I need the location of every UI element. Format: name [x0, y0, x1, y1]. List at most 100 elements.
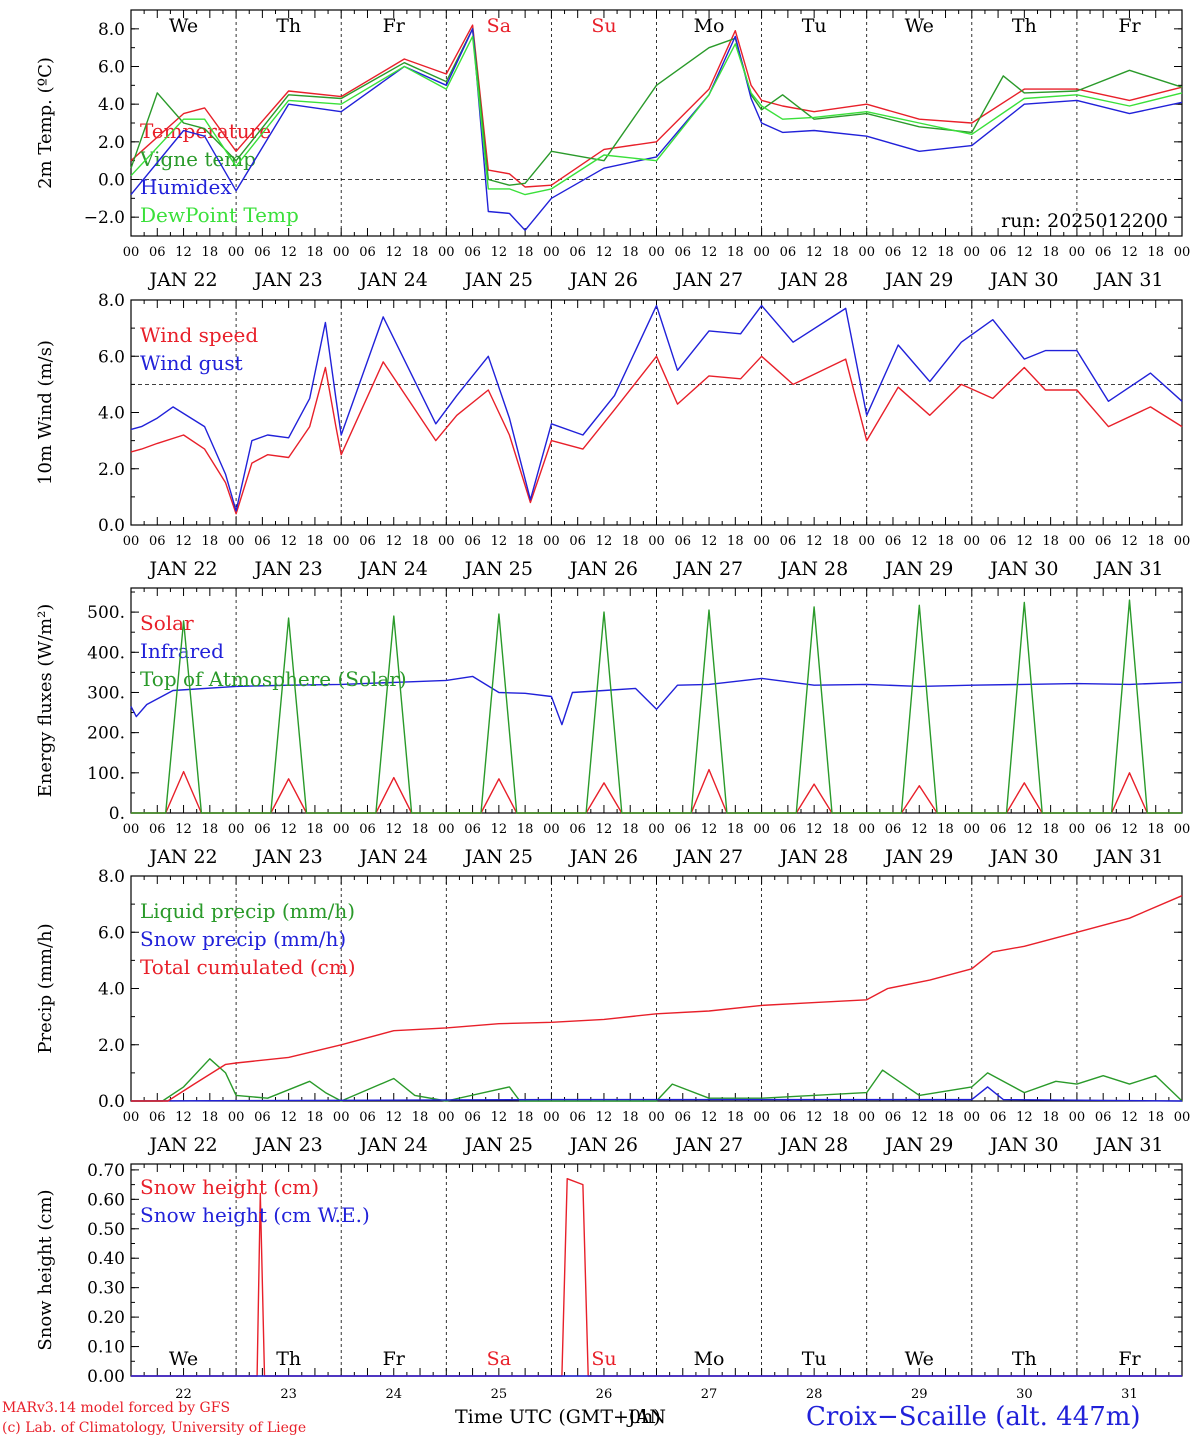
hour-label: 00 [123, 822, 140, 837]
hour-label: 12 [1016, 1110, 1033, 1125]
hour-label: 06 [885, 534, 902, 549]
series-line [130, 304, 1183, 512]
hour-label: 06 [464, 1110, 481, 1125]
hour-label: 00 [1069, 534, 1086, 549]
date-label: JAN 26 [568, 846, 638, 868]
weekday-label: Th [276, 15, 301, 37]
hour-label: 00 [438, 1110, 455, 1125]
hour-label: 06 [149, 1110, 166, 1125]
date-label: JAN 23 [253, 558, 323, 580]
date-label: JAN 24 [358, 558, 428, 580]
hour-label: 18 [727, 822, 744, 837]
date-label: JAN 24 [358, 1134, 428, 1156]
hour-label: 12 [911, 534, 928, 549]
y-tick-label: 0.30 [87, 1279, 125, 1299]
hour-label: 06 [254, 822, 271, 837]
hour-label: 18 [832, 245, 849, 260]
hour-label: 12 [596, 822, 613, 837]
y-axis-label: 10m Wind (m/s) [35, 340, 56, 485]
x-axis-title: Time UTC (GMT+0h) [455, 1406, 661, 1428]
y-axis-label: Energy fluxes (W/m²) [35, 604, 56, 798]
date-label: JAN 22 [147, 558, 217, 580]
day-number-label: 23 [280, 1387, 297, 1402]
hour-label: 12 [280, 1110, 297, 1125]
hour-label: 00 [333, 822, 350, 837]
hour-label: 00 [964, 822, 981, 837]
y-tick-label: 0.10 [87, 1338, 125, 1358]
y-tick-label: 2.0 [98, 460, 125, 480]
location-title: Croix−Scaille (alt. 447m) [806, 1402, 1141, 1432]
legend-label: DewPoint Temp [140, 203, 299, 227]
date-label: JAN 29 [883, 558, 953, 580]
hour-label: 00 [753, 245, 770, 260]
hour-label: 18 [832, 1110, 849, 1125]
hour-label: 18 [1042, 245, 1059, 260]
hour-label: 00 [964, 245, 981, 260]
hour-label: 06 [885, 245, 902, 260]
date-label: JAN 29 [883, 846, 953, 868]
hour-label: 06 [780, 822, 797, 837]
hour-label: 12 [1016, 534, 1033, 549]
hour-label: 12 [491, 1110, 508, 1125]
day-number-label: 31 [1121, 1387, 1138, 1402]
y-tick-label: 0.00 [87, 1367, 125, 1387]
hour-label: 12 [911, 822, 928, 837]
date-label: JAN 22 [147, 269, 217, 291]
weekday-label: Tu [802, 1348, 827, 1370]
hour-label: 06 [990, 245, 1007, 260]
hour-label: 06 [675, 822, 692, 837]
date-label: JAN 25 [463, 269, 533, 291]
hour-label: 00 [228, 822, 245, 837]
y-tick-label: 6.0 [98, 923, 125, 943]
hour-label: 06 [149, 534, 166, 549]
legend-label: Top of Atmosphere (Solar) [140, 667, 407, 691]
date-label: JAN 29 [883, 269, 953, 291]
hour-label: 18 [622, 822, 639, 837]
hour-label: 12 [806, 1110, 823, 1125]
y-tick-label: 0.40 [87, 1249, 125, 1269]
hour-label: 00 [964, 534, 981, 549]
hour-label: 06 [780, 245, 797, 260]
y-tick-label: 4.0 [98, 404, 125, 424]
hour-label: 00 [858, 1110, 875, 1125]
day-number-label: 29 [911, 1387, 928, 1402]
hour-label: 00 [753, 1110, 770, 1125]
legend-label: Snow precip (mm/h) [140, 927, 346, 951]
hour-label: 06 [149, 245, 166, 260]
weekday-label: Tu [802, 15, 827, 37]
hour-label: 00 [858, 534, 875, 549]
hour-label: 12 [911, 1110, 928, 1125]
hour-label: 06 [885, 1110, 902, 1125]
hour-label: 00 [123, 245, 140, 260]
hour-label: 18 [517, 822, 534, 837]
hour-label: 12 [385, 1110, 402, 1125]
hour-label: 06 [1095, 1110, 1112, 1125]
hour-label: 00 [648, 245, 665, 260]
hour-label: 00 [333, 1110, 350, 1125]
hour-label: 06 [359, 534, 376, 549]
date-label: JAN 26 [568, 269, 638, 291]
hour-label: 18 [622, 245, 639, 260]
hour-label: 06 [569, 245, 586, 260]
hour-label: 06 [569, 534, 586, 549]
date-label: JAN 27 [673, 558, 743, 580]
hour-label: 00 [123, 534, 140, 549]
hour-label: 18 [1147, 822, 1164, 837]
weekday-label: Su [591, 15, 616, 37]
hour-label: 18 [202, 822, 219, 837]
hour-label: 06 [149, 822, 166, 837]
y-tick-label: 0.0 [98, 171, 125, 191]
hour-label: 12 [701, 534, 718, 549]
hour-label: 12 [1121, 822, 1138, 837]
hour-label: 12 [701, 245, 718, 260]
hour-label: 18 [832, 534, 849, 549]
hour-label: 00 [438, 822, 455, 837]
legend-label: Snow height (cm W.E.) [140, 1203, 370, 1227]
hour-label: 06 [569, 1110, 586, 1125]
date-label: JAN 29 [883, 1134, 953, 1156]
series-line [130, 24, 1183, 188]
day-number-label: 30 [1016, 1387, 1033, 1402]
hour-label: 12 [385, 822, 402, 837]
hour-label: 12 [911, 245, 928, 260]
hour-label: 06 [464, 822, 481, 837]
